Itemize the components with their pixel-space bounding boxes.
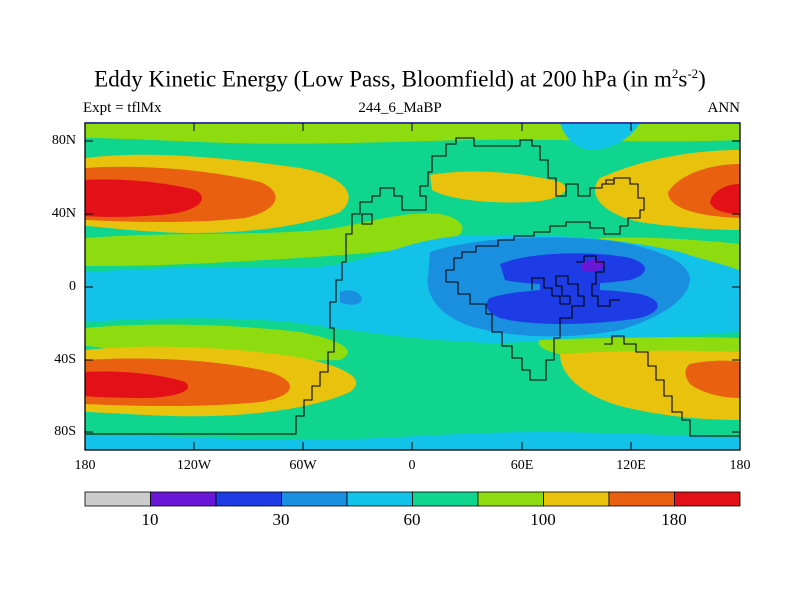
coastlines <box>86 137 740 437</box>
colorbar-swatch-9 <box>674 491 741 507</box>
colorbar-swatch-3 <box>281 491 348 507</box>
colorbar-label-30: 30 <box>272 510 290 529</box>
colorbar-swatch-5 <box>412 491 479 507</box>
coastline-small-island <box>605 179 615 185</box>
contour-band-purple-core <box>582 259 604 272</box>
lat-tick-80s: 80S <box>54 424 76 439</box>
contour-fill <box>85 123 740 450</box>
contour-band-eq-darkblue-n <box>500 253 645 285</box>
contour-band-antarctic-cyan <box>85 432 740 450</box>
lon-tick-120w: 120W <box>176 458 212 473</box>
colorbar-label-10: 10 <box>141 510 159 529</box>
coastline-australia <box>604 335 740 437</box>
colorbar-swatch-1 <box>150 491 217 507</box>
contour-band-sub-n-lightgreen <box>85 213 463 266</box>
colorbar <box>84 491 741 507</box>
contour-band-eq-darkblue-mid <box>540 280 600 298</box>
contour-band-n-red <box>85 179 202 217</box>
lon-tick-180e: 180 <box>729 458 751 473</box>
colorbar-swatch-0 <box>84 491 151 507</box>
lat-tick-40n: 40N <box>51 206 76 221</box>
lon-tick-0: 0 <box>408 458 416 473</box>
case-label: 244_6_MaBP <box>358 100 442 116</box>
contour-band-n-red-east <box>710 184 740 214</box>
colorbar-swatch-6 <box>477 491 544 507</box>
season-label: ANN <box>707 100 741 116</box>
colorbar-swatch-8 <box>608 491 675 507</box>
axis-ticks <box>84 123 741 450</box>
lon-tick-120e: 120E <box>616 458 646 473</box>
coastline-north-fragment <box>361 213 373 225</box>
contour-band-arctic-cyan <box>560 123 640 150</box>
contour-band-eq-blue-west <box>340 290 362 305</box>
lat-tick-40s: 40S <box>54 352 76 367</box>
contour-band-n-yellow-mid <box>430 171 566 203</box>
colorbar-swatch-7 <box>543 491 610 507</box>
lat-tick-0: 0 <box>69 279 76 294</box>
colorbar-swatch-2 <box>215 491 282 507</box>
colorbar-swatch-4 <box>346 491 413 507</box>
colorbar-label-100: 100 <box>530 510 556 529</box>
colorbar-label-180: 180 <box>661 510 687 529</box>
lon-tick-60w: 60W <box>289 458 317 473</box>
lat-tick-80n: 80N <box>51 133 76 148</box>
plot-title: Eddy Kinetic Energy (Low Pass, Bloomfiel… <box>94 66 706 92</box>
lon-tick-180w: 180 <box>74 458 96 473</box>
coastline-africa-eurasia <box>445 221 628 381</box>
contour-band-s-orange-east <box>685 360 740 398</box>
experiment-label: Expt = tflMx <box>83 100 162 116</box>
colorbar-label-60: 60 <box>403 510 421 529</box>
contour-band-s-red <box>85 371 189 398</box>
coastline-americas <box>86 137 645 435</box>
coastline-asia-islands <box>576 255 620 307</box>
lon-tick-60e: 60E <box>510 458 534 473</box>
